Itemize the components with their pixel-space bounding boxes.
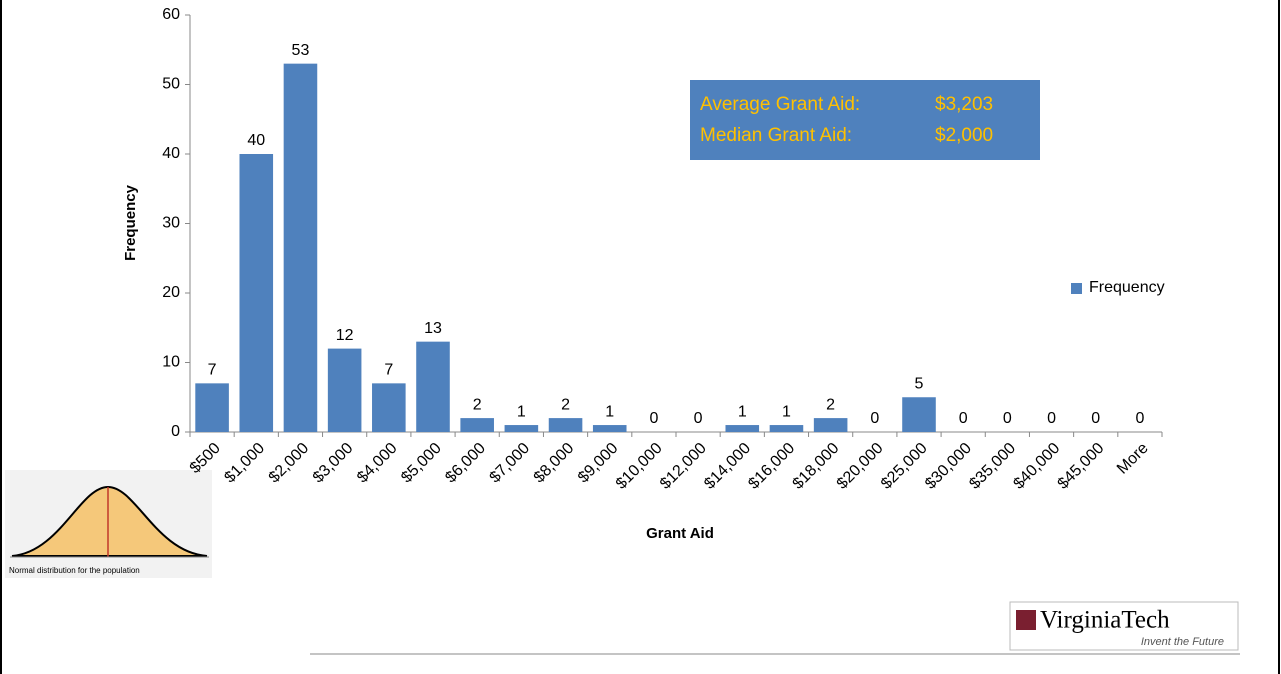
data-label: 0 [1003,410,1012,427]
bar [460,418,494,432]
logo-mark [1016,610,1036,630]
bar [327,348,362,432]
y-tick-label: 10 [162,354,180,371]
data-label: 1 [605,403,614,420]
bar [195,383,229,432]
data-label: 0 [1135,410,1144,427]
data-label: 53 [292,42,310,59]
logo-box [1009,601,1239,651]
inset: Normal distribution for the population [5,470,212,578]
bar [725,425,760,432]
y-tick-label: 40 [162,145,180,162]
data-label: 7 [384,362,393,379]
bar [372,383,406,432]
y-tick-label: 60 [162,6,180,23]
inset-caption: Normal distribution for the population [9,566,140,575]
data-label: 7 [208,362,217,379]
y-tick-label: 30 [162,215,180,232]
data-label: 5 [915,375,924,392]
info-value: $2,000 [935,125,993,146]
data-label: 2 [473,396,482,413]
data-label: 0 [649,410,658,427]
data-label: 40 [247,132,265,149]
data-label: 13 [424,320,442,337]
y-tick-label: 50 [162,76,180,93]
bar [592,425,627,432]
data-label: 0 [870,410,879,427]
bar [504,425,539,432]
bar [548,418,583,432]
info-box [690,80,1040,160]
x-axis-title: Grant Aid [646,525,714,542]
legend-label: Frequency [1089,279,1165,296]
data-label: 2 [561,396,570,413]
data-label: 1 [738,403,747,420]
data-label: 1 [517,403,526,420]
bar [902,397,936,432]
bar [283,63,318,433]
data-label: 12 [336,327,354,344]
data-label: 1 [782,403,791,420]
data-label: 0 [959,410,968,427]
y-tick-label: 20 [162,284,180,301]
bar [813,418,848,432]
bar [769,425,804,432]
logo-tagline: Invent the Future [1141,636,1224,648]
logo: VirginiaTech Invent the Future [1009,601,1239,651]
bar [416,341,450,432]
info-value: $3,203 [935,94,993,115]
bar [239,154,274,432]
logo-name: VirginiaTech [1040,607,1170,634]
y-axis-title: Frequency [122,184,139,261]
y-tick-label: 0 [171,423,180,440]
legend-swatch [1071,283,1082,294]
data-label: 2 [826,396,835,413]
data-label: 0 [694,410,703,427]
data-label: 0 [1047,410,1056,427]
data-label: 0 [1091,410,1100,427]
info-label: Median Grant Aid: [700,125,852,146]
info-label: Average Grant Aid: [700,94,860,115]
